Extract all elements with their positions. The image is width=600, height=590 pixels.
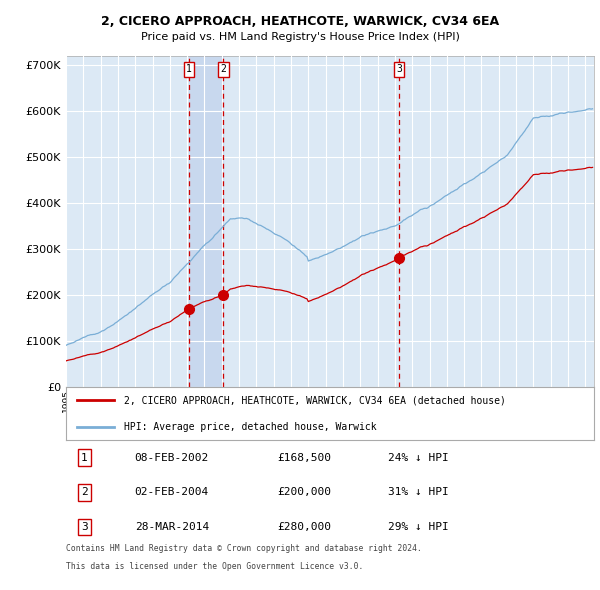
Text: Contains HM Land Registry data © Crown copyright and database right 2024.: Contains HM Land Registry data © Crown c… — [66, 544, 422, 553]
Text: 28-MAR-2014: 28-MAR-2014 — [134, 522, 209, 532]
Text: 2: 2 — [81, 487, 88, 497]
Text: 1: 1 — [81, 453, 88, 463]
Text: 1: 1 — [186, 64, 192, 74]
Text: This data is licensed under the Open Government Licence v3.0.: This data is licensed under the Open Gov… — [66, 562, 364, 571]
Bar — [189, 56, 223, 386]
Text: £168,500: £168,500 — [277, 453, 331, 463]
Text: £200,000: £200,000 — [277, 487, 331, 497]
Text: 3: 3 — [396, 64, 402, 74]
Text: 3: 3 — [81, 522, 88, 532]
Text: 31% ↓ HPI: 31% ↓ HPI — [388, 487, 449, 497]
Text: 24% ↓ HPI: 24% ↓ HPI — [388, 453, 449, 463]
Text: 2, CICERO APPROACH, HEATHCOTE, WARWICK, CV34 6EA: 2, CICERO APPROACH, HEATHCOTE, WARWICK, … — [101, 15, 499, 28]
Text: 2, CICERO APPROACH, HEATHCOTE, WARWICK, CV34 6EA (detached house): 2, CICERO APPROACH, HEATHCOTE, WARWICK, … — [124, 395, 506, 405]
Text: £280,000: £280,000 — [277, 522, 331, 532]
Text: 08-FEB-2002: 08-FEB-2002 — [134, 453, 209, 463]
Text: 29% ↓ HPI: 29% ↓ HPI — [388, 522, 449, 532]
Text: HPI: Average price, detached house, Warwick: HPI: Average price, detached house, Warw… — [124, 422, 377, 432]
Text: 2: 2 — [220, 64, 226, 74]
Text: 02-FEB-2004: 02-FEB-2004 — [134, 487, 209, 497]
Text: Price paid vs. HM Land Registry's House Price Index (HPI): Price paid vs. HM Land Registry's House … — [140, 32, 460, 41]
